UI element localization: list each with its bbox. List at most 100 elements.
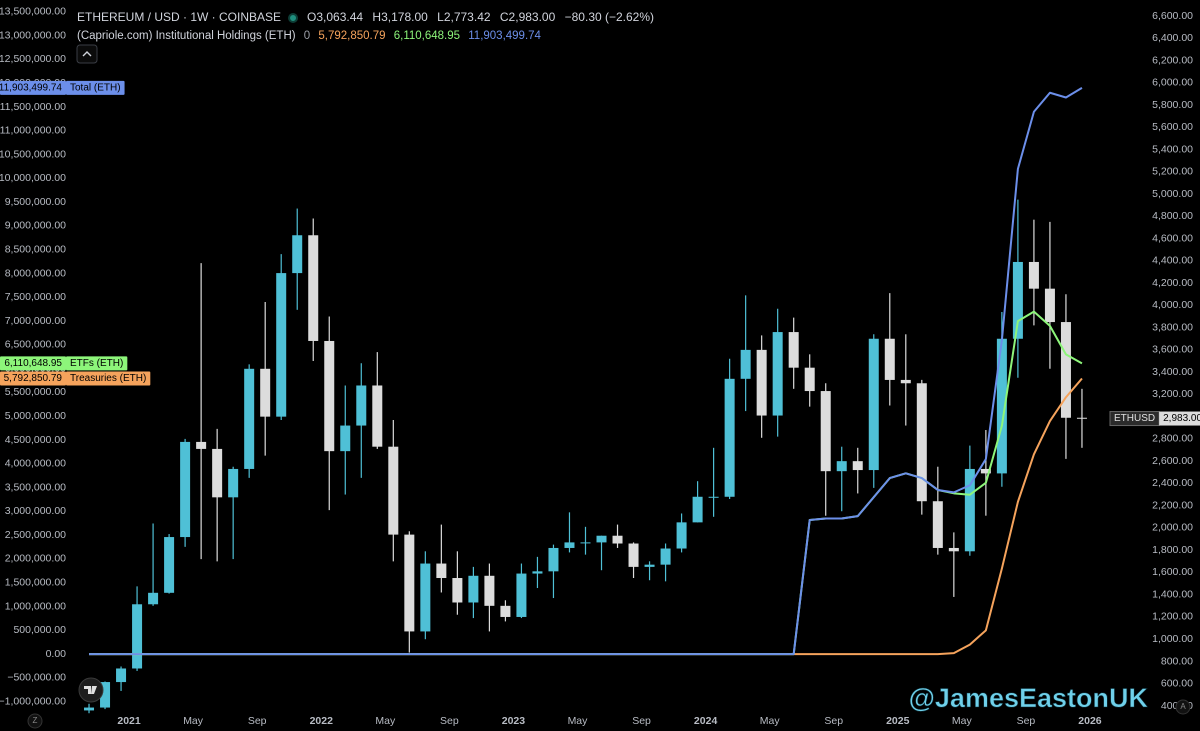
- candle-body: [100, 682, 111, 708]
- y-tick-label: 3,000,000.00: [5, 505, 66, 517]
- candle-body: [660, 548, 671, 565]
- series-value-label: 6,110,648.95: [4, 358, 62, 369]
- candle-body: [340, 425, 351, 452]
- y2-tick-label: 2,200.00: [1152, 499, 1193, 511]
- candle-body: [244, 368, 255, 469]
- candle-body: [724, 378, 735, 497]
- series-name-label: ETFs (ETH): [70, 358, 123, 369]
- candle-body: [468, 575, 479, 603]
- price-tag-name: ETHUSD: [1114, 413, 1155, 424]
- candle-body: [628, 543, 639, 567]
- y2-tick-label: 1,600.00: [1152, 566, 1193, 578]
- scale-button-label[interactable]: Z: [33, 716, 38, 725]
- y2-tick-label: 600.00: [1161, 678, 1193, 690]
- y2-tick-label: 2,800.00: [1152, 433, 1193, 445]
- y2-tick-label: 5,400.00: [1152, 143, 1193, 155]
- candle-body: [260, 368, 271, 417]
- y-tick-label: −500,000.00: [7, 672, 66, 684]
- series-name-label: Treasuries (ETH): [70, 373, 146, 384]
- candle-body: [180, 441, 191, 538]
- y2-tick-label: 2,600.00: [1152, 455, 1193, 467]
- y-tick-label: 11,000,000.00: [0, 125, 66, 137]
- series-name-tag: [66, 356, 128, 371]
- plot-area: [84, 86, 1087, 714]
- y-tick-label: 5,500,000.00: [5, 386, 66, 398]
- status-dot: [288, 13, 299, 23]
- candle-body: [644, 564, 655, 567]
- scale-button[interactable]: [27, 713, 43, 729]
- y-tick-label: 7,000,000.00: [5, 315, 66, 327]
- candle-body: [500, 605, 511, 617]
- y-tick-label: 11,500,000.00: [0, 101, 66, 113]
- candle-body: [852, 461, 863, 471]
- tv-logo: [78, 677, 104, 703]
- series-name-tag: [66, 371, 151, 386]
- candle-body: [948, 547, 959, 552]
- y-tick-label: 9,000,000.00: [5, 220, 66, 232]
- y2-tick-label: 1,200.00: [1152, 611, 1193, 623]
- series-name-label: Total (ETH): [70, 82, 121, 93]
- indicator-value: 6,110,648.95: [394, 30, 460, 42]
- y-tick-label: 1,500,000.00: [5, 577, 66, 589]
- candle-body: [596, 535, 607, 543]
- y2-tick-label: 3,600.00: [1152, 344, 1193, 356]
- scale-button[interactable]: [1175, 699, 1191, 715]
- x-tick-label: May: [183, 715, 204, 727]
- price-tag-value-box: [1159, 411, 1200, 426]
- candle-body: [372, 385, 383, 447]
- candle-body: [212, 448, 223, 498]
- y-tick-label: −1,000,000.00: [0, 695, 66, 707]
- candle-body: [164, 537, 175, 593]
- logo-mark: [84, 686, 97, 694]
- candle-body: [516, 573, 527, 617]
- candle-body: [420, 563, 431, 632]
- x-tick-label: Sep: [248, 715, 267, 727]
- candle-body: [356, 385, 367, 426]
- candle-body: [788, 332, 799, 368]
- y-tick-label: 8,500,000.00: [5, 244, 66, 256]
- candle-body: [708, 496, 719, 498]
- y2-tick-label: 4,600.00: [1152, 232, 1193, 244]
- x-tick-label: Sep: [632, 715, 651, 727]
- x-tick-label: Sep: [824, 715, 843, 727]
- candle-body: [1012, 261, 1023, 339]
- candle-body: [692, 496, 703, 523]
- candle-body: [436, 563, 447, 579]
- candle-body: [484, 575, 495, 606]
- candle-body: [1028, 261, 1039, 289]
- indicator-value: 11,903,499.74: [468, 30, 541, 42]
- ohlc-value: H3,178.00: [372, 10, 428, 24]
- indicator-value: 0: [304, 30, 310, 42]
- y-tick-label: 6,500,000.00: [5, 339, 66, 351]
- candle-body: [676, 522, 687, 549]
- series-value-tag: [0, 356, 66, 371]
- series-value-label: 11,903,499.74: [0, 82, 62, 93]
- symbol-title: ETHEREUM / USD · 1W · COINBASE: [77, 10, 281, 24]
- y-tick-label: 10,000,000.00: [0, 172, 66, 184]
- series-line: [89, 86, 1083, 656]
- candle-body: [1044, 288, 1055, 323]
- collapse-button[interactable]: [76, 44, 98, 64]
- scale-button-label[interactable]: A: [1180, 702, 1186, 711]
- candle-body: [884, 338, 895, 380]
- indicator-legend: (Capriole.com) Institutional Holdings (E…: [77, 30, 542, 42]
- change-value: −80.30 (−2.62%): [565, 10, 654, 24]
- y2-tick-label: 5,200.00: [1152, 166, 1193, 178]
- series-value-tag: [0, 371, 66, 386]
- x-tick-label: 2025: [886, 715, 910, 727]
- candle-body: [1060, 322, 1071, 418]
- collapse-button-box[interactable]: [76, 44, 98, 64]
- ohlc-value: L2,773.42: [437, 10, 491, 24]
- y-tick-label: 4,000,000.00: [5, 458, 66, 470]
- x-tick-label: 2021: [117, 715, 141, 727]
- y-tick-label: 12,500,000.00: [0, 53, 66, 65]
- y2-tick-label: 1,800.00: [1152, 544, 1193, 556]
- y2-tick-label: 3,400.00: [1152, 366, 1193, 378]
- y2-tick-label: 6,000.00: [1152, 77, 1193, 89]
- y-tick-label: 2,000,000.00: [5, 553, 66, 565]
- x-tick-label: 2023: [502, 715, 526, 727]
- y2-tick-label: 6,600.00: [1152, 10, 1193, 22]
- candle-body: [404, 534, 415, 632]
